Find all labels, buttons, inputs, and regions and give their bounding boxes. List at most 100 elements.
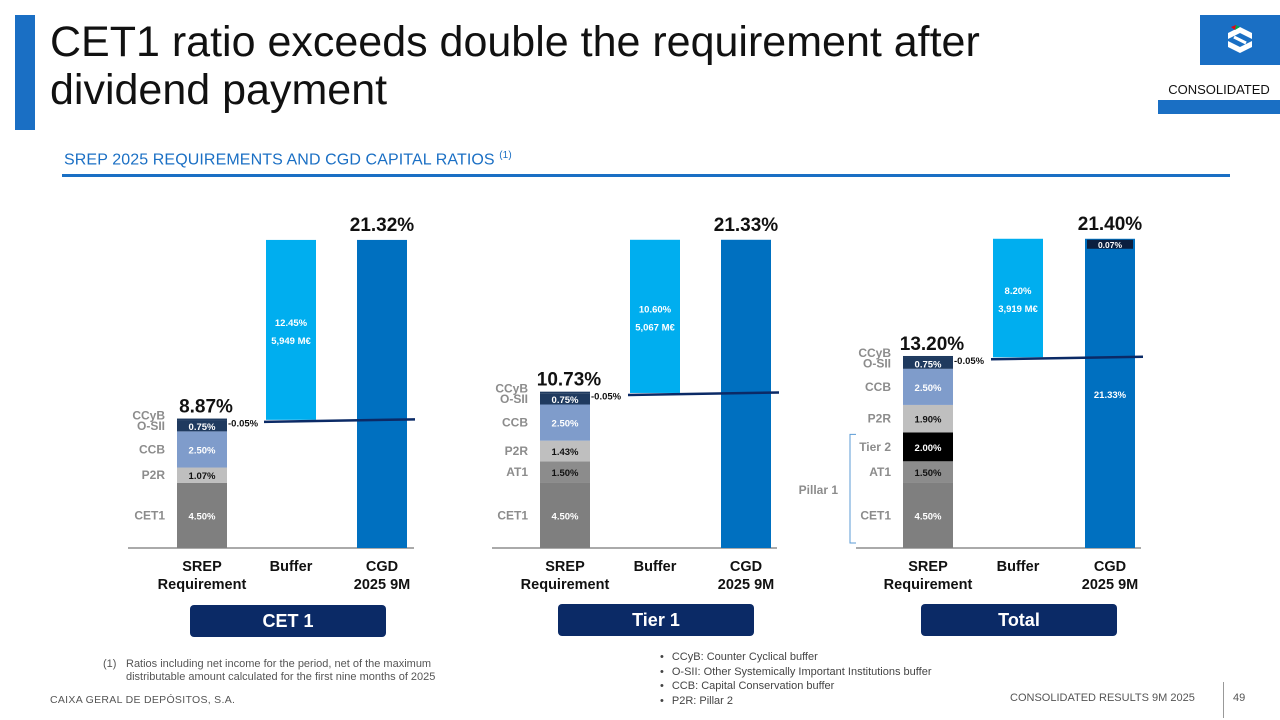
srep-segment-label: 4.50%: [552, 511, 579, 522]
srep-segment-label: 1.90%: [915, 415, 942, 426]
requirement-line: [263, 418, 416, 424]
category-label: Requirement: [158, 577, 247, 593]
srep-component-name: CCyB: [132, 409, 165, 423]
buffer-bar: [630, 239, 680, 393]
srep-segment-ccyb: [540, 391, 590, 394]
srep-segment-label: 4.50%: [189, 511, 216, 522]
srep-segment-label: 2.50%: [189, 445, 216, 456]
srep-segment-o-sii: [540, 393, 590, 405]
srep-total-label: 13.20%: [900, 334, 965, 355]
srep-segment-label: 1.50%: [915, 468, 942, 479]
section-title-text: SREP 2025 REQUIREMENTS AND CGD CAPITAL R…: [64, 151, 495, 169]
page-number: 49: [1233, 692, 1246, 704]
category-label: Buffer: [997, 559, 1040, 575]
srep-component-name: CCyB: [495, 382, 528, 396]
srep-component-name: O-SII: [863, 356, 891, 370]
srep-segment-label: 0.75%: [189, 422, 216, 433]
srep-segment-label: 2.00%: [915, 443, 942, 454]
ccyb-value-label: -0.05%: [954, 356, 985, 367]
srep-segment-ccb: [903, 368, 953, 405]
category-label: SREP: [908, 559, 948, 575]
srep-segment-o-sii: [903, 357, 953, 369]
pillar-1-bracket: [849, 433, 856, 544]
category-label: Buffer: [634, 559, 677, 575]
buffer-bar: [266, 239, 316, 420]
requirement-line: [627, 391, 780, 397]
category-label: 2025 9M: [354, 577, 410, 593]
section-title-note: (1): [499, 150, 512, 161]
srep-segment-label: 4.50%: [915, 511, 942, 522]
abbreviation-legend: CCyB: Counter Cyclical buffer O-SII: Oth…: [660, 650, 932, 708]
cgd-part-segment: [1087, 239, 1133, 249]
ccyb-value-label: -0.05%: [228, 419, 259, 430]
buffer-value-label: 8.20%: [1005, 286, 1032, 297]
srep-segment-ccyb: [903, 355, 953, 358]
srep-component-name: Tier 2: [859, 440, 891, 454]
cgd-part-label: 21.33%: [1094, 390, 1127, 401]
cgd-logo: [1200, 15, 1280, 65]
srep-component-name: CCB: [865, 380, 891, 394]
srep-segment-label: 2.50%: [915, 383, 942, 394]
section-divider: [62, 174, 1230, 177]
srep-segment-label: 2.50%: [552, 419, 579, 430]
srep-segment-tier-2: [903, 432, 953, 462]
pillar-1-label: Pillar 1: [799, 483, 839, 497]
cgd-total-label: 21.40%: [1078, 214, 1143, 235]
srep-component-name: AT1: [506, 465, 528, 479]
srep-segment-p2r: [540, 440, 590, 462]
report-name: CONSOLIDATED RESULTS 9M 2025: [1010, 692, 1195, 704]
srep-segment-label: 1.07%: [189, 471, 216, 482]
category-label: SREP: [182, 559, 222, 575]
srep-component-name: CCB: [139, 442, 165, 456]
srep-component-name: CCyB: [858, 346, 891, 360]
srep-total-label: 8.87%: [179, 397, 233, 418]
srep-segment-o-sii: [177, 420, 227, 432]
srep-component-name: P2R: [868, 412, 892, 426]
category-label: 2025 9M: [1082, 577, 1138, 593]
cgd-bar: [1085, 238, 1135, 548]
page-title: CET1 ratio exceeds double the requiremen…: [50, 18, 980, 114]
srep-segment-cet1: [540, 482, 590, 548]
cgd-total-label: 21.32%: [350, 215, 415, 236]
ccyb-value-label: -0.05%: [591, 392, 622, 403]
section-title: SREP 2025 REQUIREMENTS AND CGD CAPITAL R…: [64, 150, 512, 169]
buffer-amount-label: 3,919 M€: [998, 304, 1038, 315]
cgd-logo-icon: [1228, 25, 1252, 53]
group-label-total: Total: [921, 604, 1117, 636]
srep-component-name: CET1: [860, 508, 891, 522]
group-label-tier1: Tier 1: [558, 604, 754, 636]
legend-item: O-SII: Other Systemically Important Inst…: [660, 665, 932, 680]
category-label: 2025 9M: [718, 577, 774, 593]
group-label-cet1: CET 1: [190, 605, 386, 637]
srep-component-name: CET1: [497, 508, 528, 522]
srep-component-name: AT1: [869, 465, 891, 479]
srep-segment-ccb: [540, 404, 590, 441]
legend-item: CCB: Capital Conservation buffer: [660, 679, 931, 694]
buffer-value-label: 12.45%: [275, 318, 308, 329]
buffer-amount-label: 5,949 M€: [271, 336, 311, 347]
category-label: CGD: [1094, 559, 1126, 575]
srep-component-name: CET1: [134, 508, 165, 522]
srep-segment-label: 1.43%: [552, 447, 579, 458]
srep-segment-p2r: [177, 467, 227, 483]
cgd-part-label: 0.07%: [1098, 240, 1123, 250]
srep-component-name: O-SII: [137, 419, 165, 433]
srep-segment-ccb: [177, 431, 227, 468]
buffer-bar: [993, 238, 1043, 358]
srep-segment-at1: [540, 461, 590, 483]
footnote-number: (1): [103, 658, 117, 670]
category-label: SREP: [545, 559, 585, 575]
srep-segment-p2r: [903, 404, 953, 433]
legend-item: CCyB: Counter Cyclical buffer: [660, 650, 931, 665]
category-label: Requirement: [521, 577, 610, 593]
srep-total-label: 10.73%: [537, 370, 602, 391]
srep-segment-at1: [903, 461, 953, 483]
srep-component-name: O-SII: [500, 392, 528, 406]
srep-segment-label: 1.50%: [552, 468, 579, 479]
srep-segment-cet1: [177, 482, 227, 548]
srep-segment-label: 0.75%: [915, 359, 942, 370]
title-accent-bar: [15, 15, 35, 130]
srep-segment-ccyb: [177, 418, 227, 421]
category-label: Buffer: [270, 559, 313, 575]
